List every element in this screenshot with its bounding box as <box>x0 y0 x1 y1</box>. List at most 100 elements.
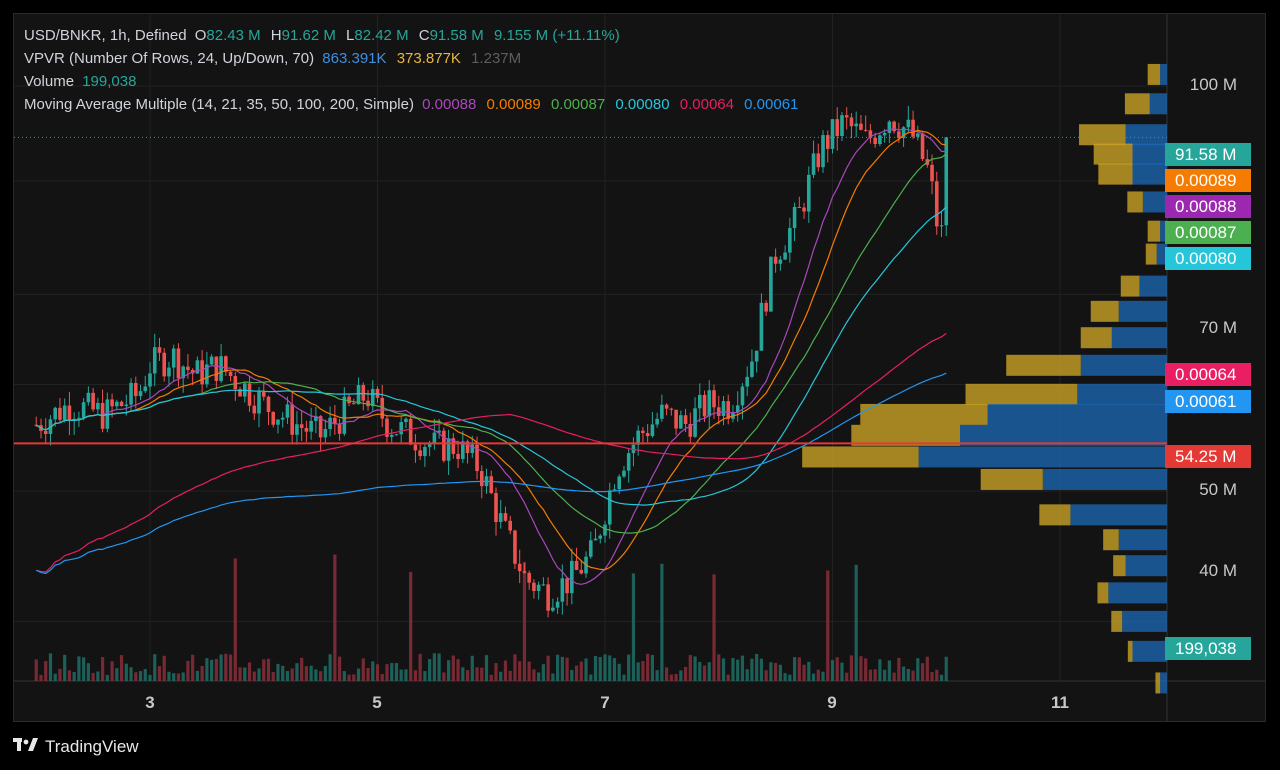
vpvr-row-down <box>1145 243 1157 265</box>
candle-body <box>546 584 550 611</box>
volume-bar <box>522 561 527 681</box>
tag-ma100: 0.00064 <box>1165 363 1251 386</box>
candle-body <box>532 582 536 591</box>
candle-body <box>271 412 276 425</box>
vpvr-row-down <box>1039 504 1071 526</box>
volume-bar <box>328 654 332 681</box>
legend-ma-row[interactable]: Moving Average Multiple (14, 21, 35, 50,… <box>24 93 804 116</box>
candle-body <box>840 115 844 136</box>
volume-bar <box>892 672 896 681</box>
vpvr-row-down <box>1079 124 1126 146</box>
volume-bar <box>446 660 451 681</box>
volume-bar <box>186 660 190 681</box>
ma-label: Moving Average Multiple (14, 21, 35, 50,… <box>24 96 414 113</box>
volume-bar <box>409 571 413 681</box>
volume-bar <box>717 654 721 681</box>
vpvr-row-down <box>980 468 1043 490</box>
vpvr-row-down <box>1111 610 1123 632</box>
candle-body <box>878 135 882 144</box>
volume-bar <box>233 558 237 681</box>
candle-body <box>650 424 655 437</box>
candle-body <box>788 228 792 253</box>
candle-body <box>442 430 446 461</box>
tradingview-brand[interactable]: TradingView <box>13 737 139 757</box>
candle-body <box>536 584 541 591</box>
volume-bar <box>210 659 214 681</box>
volume-bar <box>404 669 408 681</box>
volume-bar <box>906 669 910 681</box>
volume-bar <box>849 655 854 681</box>
volume-bar <box>300 657 304 681</box>
volume-bar <box>148 674 152 681</box>
candle-body <box>252 405 257 414</box>
volume-bar <box>91 672 95 681</box>
volume-bar <box>665 667 669 681</box>
vpvr-row-up <box>1077 383 1167 405</box>
chart-frame[interactable]: USD/BNKR, 1h, Defined O82.43 M H91.62 M … <box>13 13 1266 722</box>
legend-vpvr-row[interactable]: VPVR (Number Of Rows, 24, Up/Down, 70) 8… <box>24 47 804 70</box>
volume-bar <box>205 658 209 681</box>
candle-body <box>309 420 313 432</box>
volume-bar <box>494 663 498 681</box>
symbol-label: USD/BNKR, 1h, Defined <box>24 27 187 44</box>
candle-body <box>911 119 915 137</box>
vpvr-row-up <box>1132 163 1167 185</box>
volume-bar <box>385 664 389 681</box>
moving-average-line <box>35 206 947 506</box>
vpvr-row-up <box>1111 327 1167 349</box>
volume-bar <box>461 667 465 681</box>
price-chart[interactable] <box>14 14 1266 722</box>
candle-body <box>944 137 949 226</box>
candle-body <box>811 153 816 175</box>
vpvr-down-value: 373.877K <box>396 50 461 67</box>
legend-ohlc-row[interactable]: USD/BNKR, 1h, Defined O82.43 M H91.62 M … <box>24 27 620 44</box>
vpvr-row-up <box>1122 610 1167 632</box>
candle-body <box>352 403 356 405</box>
vpvr-row-up <box>1125 555 1167 577</box>
volume-bar <box>380 673 384 681</box>
candle-body <box>489 476 494 494</box>
y-tick-50m: 50 M <box>1199 480 1237 499</box>
candle-body <box>86 392 91 403</box>
volume-bar <box>34 659 38 681</box>
volume-bar <box>622 674 626 681</box>
candle-body <box>200 360 204 385</box>
volume-bar <box>266 658 271 681</box>
volume-bar <box>878 659 882 681</box>
candle-body <box>555 601 560 608</box>
volume-bar <box>262 659 266 681</box>
volume-bar <box>655 670 659 681</box>
low-value: 82.42 M <box>354 27 409 44</box>
volume-bar <box>897 657 901 681</box>
volume-bar <box>181 672 185 681</box>
volume-bar <box>432 653 436 681</box>
legend-volume-row[interactable]: Volume 199,038 <box>24 70 804 93</box>
volume-bar <box>67 670 72 681</box>
volume-bar <box>944 656 948 681</box>
volume-bar <box>707 662 711 681</box>
candle-body <box>527 572 531 583</box>
volume-bar <box>797 657 801 681</box>
candle-body <box>195 360 200 374</box>
candle-body <box>408 418 413 445</box>
candle-body <box>916 133 920 137</box>
vpvr-row-down <box>1124 93 1150 115</box>
candle-body <box>205 364 209 385</box>
candle-body <box>133 382 138 397</box>
volume-bar <box>759 658 764 681</box>
candle-body <box>209 356 214 365</box>
candle-body <box>626 453 631 471</box>
candle-body <box>219 356 223 381</box>
tag-ma14: 0.00088 <box>1165 195 1251 218</box>
candle-body <box>337 424 342 434</box>
candle-body <box>43 430 48 434</box>
volume-bar <box>143 669 147 681</box>
candle-body <box>716 407 721 416</box>
candle-body <box>479 471 484 487</box>
ma200-value: 0.00061 <box>744 96 799 113</box>
candle-body <box>522 571 527 573</box>
candle-body <box>456 453 460 460</box>
volume-bar <box>840 662 844 681</box>
candle-body <box>304 427 309 432</box>
candle-body <box>328 417 332 429</box>
